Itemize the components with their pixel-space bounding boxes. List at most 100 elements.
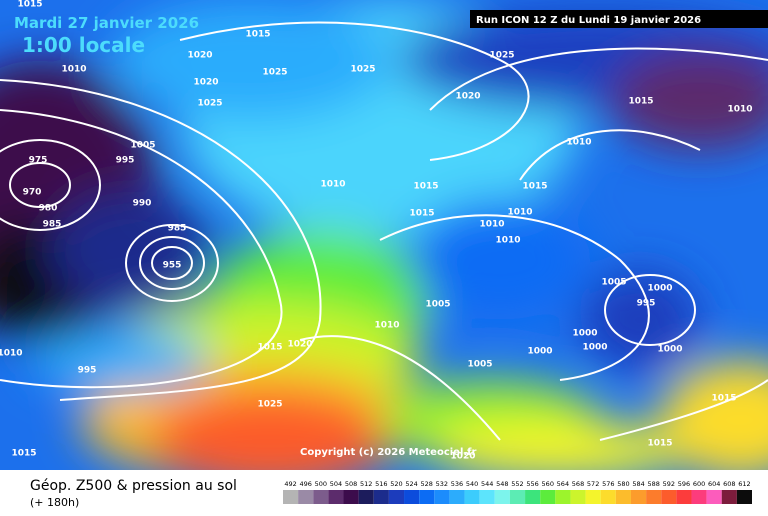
scale-label: 500 bbox=[315, 480, 327, 488]
isobar-label: 975 bbox=[29, 156, 48, 166]
scale-swatch bbox=[676, 490, 692, 504]
scale-label: 592 bbox=[663, 480, 675, 488]
scale-label: 600 bbox=[693, 480, 705, 488]
scale-label: 596 bbox=[678, 480, 690, 488]
isobar-label: 1025 bbox=[257, 400, 282, 410]
scale-label: 536 bbox=[451, 480, 463, 488]
isobar-label: 1025 bbox=[489, 51, 514, 61]
scale-swatch bbox=[479, 490, 495, 504]
scale-label: 584 bbox=[632, 480, 644, 488]
scale-swatch bbox=[615, 490, 631, 504]
scale-label: 568 bbox=[572, 480, 584, 488]
isobar-label: 1010 bbox=[479, 220, 504, 230]
scale-label: 528 bbox=[421, 480, 433, 488]
caption-lead: (+ 180h) bbox=[30, 496, 79, 509]
isobar-label: 1010 bbox=[374, 321, 399, 331]
scale-label: 588 bbox=[647, 480, 659, 488]
local-time: 1:00 locale bbox=[22, 33, 145, 57]
scale-label: 532 bbox=[436, 480, 448, 488]
isobar-label: 995 bbox=[637, 299, 656, 309]
isobar-label: 1005 bbox=[601, 278, 626, 288]
isobar-label: 1000 bbox=[572, 329, 597, 339]
scale-swatch bbox=[706, 490, 722, 504]
copyright: Copyright (c) 2026 Meteociel.fr bbox=[300, 447, 477, 458]
isobar-label: 1015 bbox=[413, 182, 438, 192]
isobar-label: 1015 bbox=[628, 97, 653, 107]
caption-title: Géop. Z500 & pression au sol bbox=[30, 478, 237, 494]
scale-swatch bbox=[328, 490, 344, 504]
isobar-label: 1020 bbox=[287, 340, 312, 350]
isobar-label: 1015 bbox=[17, 0, 42, 10]
scale-swatch bbox=[358, 490, 374, 504]
isobar-label: 980 bbox=[39, 204, 58, 214]
isobar-label: 1015 bbox=[11, 449, 36, 459]
scale-label: 516 bbox=[375, 480, 387, 488]
scale-swatch bbox=[691, 490, 707, 504]
isobar-label: 995 bbox=[78, 366, 97, 376]
scale-swatch bbox=[555, 490, 571, 504]
isobar-label: 1005 bbox=[130, 141, 155, 151]
scale-label: 492 bbox=[284, 480, 296, 488]
scale-swatch bbox=[434, 490, 450, 504]
scale-label: 560 bbox=[542, 480, 554, 488]
scale-label: 608 bbox=[723, 480, 735, 488]
isobar-label: 1020 bbox=[455, 92, 480, 102]
isobar-label: 1010 bbox=[61, 65, 86, 75]
isobar-label: 1020 bbox=[187, 51, 212, 61]
scale-swatch bbox=[419, 490, 435, 504]
scale-swatch bbox=[646, 490, 662, 504]
scale-label: 504 bbox=[330, 480, 342, 488]
scale-label: 496 bbox=[299, 480, 311, 488]
scale-swatch bbox=[585, 490, 601, 504]
isobar-label: 970 bbox=[23, 188, 42, 198]
scale-label: 512 bbox=[360, 480, 372, 488]
scale-label: 556 bbox=[526, 480, 538, 488]
isobar-labels: 1015 1020 1015 1010 1020 1025 1025 1025 1025 1020… bbox=[0, 0, 753, 462]
run-info: Run ICON 12 Z du Lundi 19 janvier 2026 bbox=[476, 15, 701, 26]
scale-swatch bbox=[525, 490, 541, 504]
isobar-label: 1010 bbox=[566, 138, 591, 148]
scale-label: 540 bbox=[466, 480, 478, 488]
scale-swatch bbox=[540, 490, 556, 504]
isobar-label: 1015 bbox=[711, 394, 736, 404]
isobar-label: 995 bbox=[116, 156, 135, 166]
scale-label: 548 bbox=[496, 480, 508, 488]
color-scale: 492 496 500 504 508 512 516 520 524 528 532 536 540 5… bbox=[283, 480, 752, 504]
scale-label: 552 bbox=[511, 480, 523, 488]
scale-swatch bbox=[283, 490, 299, 504]
scale-swatch bbox=[373, 490, 389, 504]
scale-label: 520 bbox=[390, 480, 402, 488]
date: Mardi 27 janvier 2026 bbox=[14, 14, 199, 32]
scale-swatch bbox=[721, 490, 737, 504]
scale-label: 544 bbox=[481, 480, 493, 488]
isobar-label: 1015 bbox=[647, 439, 672, 449]
isobar-label: 1015 bbox=[245, 30, 270, 40]
scale-swatch bbox=[343, 490, 359, 504]
scale-label: 576 bbox=[602, 480, 614, 488]
isobar-label: 1010 bbox=[507, 208, 532, 218]
scale-swatch bbox=[600, 490, 616, 504]
isobar-label: 1010 bbox=[320, 180, 345, 190]
scale-swatch bbox=[404, 490, 420, 504]
isobar-label: 955 bbox=[163, 261, 182, 271]
isobar-label: 1010 bbox=[495, 236, 520, 246]
run-box bbox=[470, 10, 768, 28]
scale-label: 524 bbox=[405, 480, 417, 488]
isobar-label: 1015 bbox=[409, 209, 434, 219]
scale-swatch bbox=[509, 490, 526, 504]
isobar-label: 1015 bbox=[522, 182, 547, 192]
scale-label: 612 bbox=[738, 480, 750, 488]
isobar-label: 1000 bbox=[657, 345, 682, 355]
isobar-label: 1025 bbox=[262, 68, 287, 78]
isobar-label: 1010 bbox=[0, 349, 23, 359]
scale-swatch bbox=[630, 490, 647, 504]
isobars bbox=[0, 21, 768, 441]
scale-swatch bbox=[736, 490, 752, 504]
isobar-label: 985 bbox=[168, 224, 187, 234]
scale-swatch bbox=[464, 490, 480, 504]
isobar-label: 1005 bbox=[467, 360, 492, 370]
isobar-label: 1025 bbox=[350, 65, 375, 75]
scale-swatch bbox=[494, 490, 510, 504]
